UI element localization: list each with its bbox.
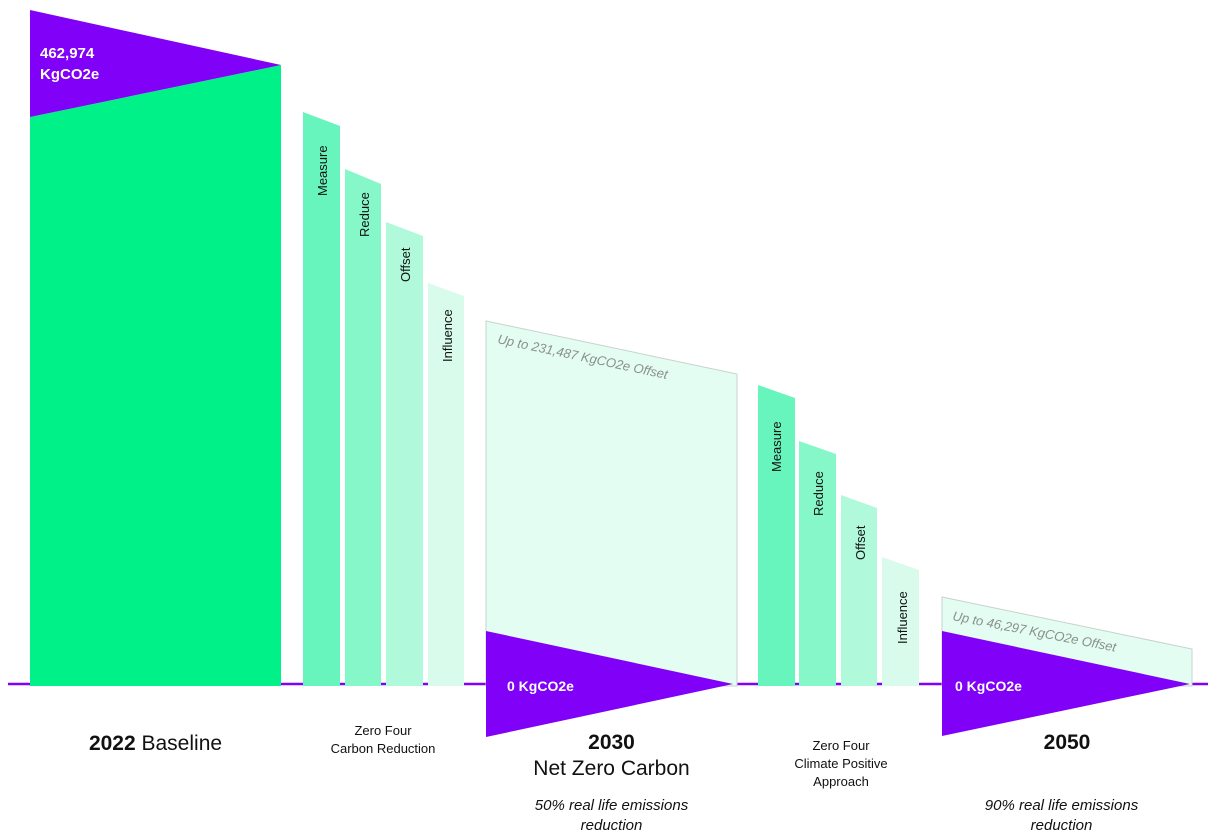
baseline-block: [30, 65, 281, 686]
net-2030-flag: [486, 631, 733, 737]
target-2050-year: 2050: [1043, 731, 1091, 754]
phase2-step-influence-label: Influence: [895, 591, 910, 644]
phase1-name: Zero Four Carbon Reduction: [300, 722, 466, 758]
target-2030-note-line1: 50% real life emissions: [534, 797, 689, 814]
phase1-step-offset-bar: [386, 222, 423, 686]
baseline-value-flag: [30, 10, 281, 117]
target-2030-year: 2030: [588, 731, 635, 754]
baseline-unit: KgCO2e: [40, 66, 99, 83]
phase2-name-line1: Zero Four: [812, 738, 870, 753]
net-2050-flag: [942, 631, 1190, 736]
phase1-step-measure-label: Measure: [315, 145, 330, 196]
target-2030-note-line2: reduction: [580, 817, 643, 834]
target-2050-note-line2: reduction: [1030, 817, 1093, 834]
phase1-name-line1: Zero Four: [354, 723, 412, 738]
phase2-step-influence-bar: [882, 557, 919, 686]
target-2050-note-line1: 90% real life emissions: [984, 797, 1139, 814]
phase2-step-measure-label: Measure: [769, 421, 784, 472]
phase2-step-measure-bar: [758, 385, 795, 686]
phase2-name: Zero Four Climate Positive Approach: [758, 737, 924, 791]
phase1-step-influence-bar: [428, 283, 464, 686]
phase1-step-reduce-bar: [345, 169, 381, 686]
phase1-step-measure-bar: [303, 112, 340, 686]
phase2-step-reduce-label: Reduce: [811, 471, 826, 516]
phase1-step-reduce-label: Reduce: [357, 192, 372, 237]
target-2050-note: 90% real life emissions reduction: [920, 796, 1203, 836]
target-2030-caption: 2030 Net Zero Carbon: [486, 730, 737, 782]
net-2050-value: 0 KgCO2e: [955, 678, 1022, 694]
phase2-name-line3: Approach: [813, 774, 869, 789]
baseline-value: 462,974: [40, 45, 95, 62]
net-2030-value: 0 KgCO2e: [507, 678, 574, 694]
baseline-caption: 2022 Baseline: [30, 732, 281, 756]
baseline-year: 2022: [88, 732, 136, 755]
target-2030-title: Net Zero Carbon: [533, 757, 690, 780]
phase1-step-influence-label: Influence: [440, 309, 455, 362]
target-2050-caption: 2050: [942, 730, 1192, 756]
phase1-name-line2: Carbon Reduction: [330, 741, 436, 756]
offset-2030-block: [485, 320, 738, 687]
phase2-name-line2: Climate Positive: [794, 756, 888, 771]
target-2030-note: 50% real life emissions reduction: [470, 796, 753, 836]
phase2-step-offset-label: Offset: [853, 525, 868, 560]
phase2-step-reduce-bar: [799, 441, 836, 686]
phase2-step-offset-bar: [841, 495, 877, 686]
baseline-label: Baseline: [141, 732, 223, 755]
phase1-step-offset-label: Offset: [398, 247, 413, 282]
